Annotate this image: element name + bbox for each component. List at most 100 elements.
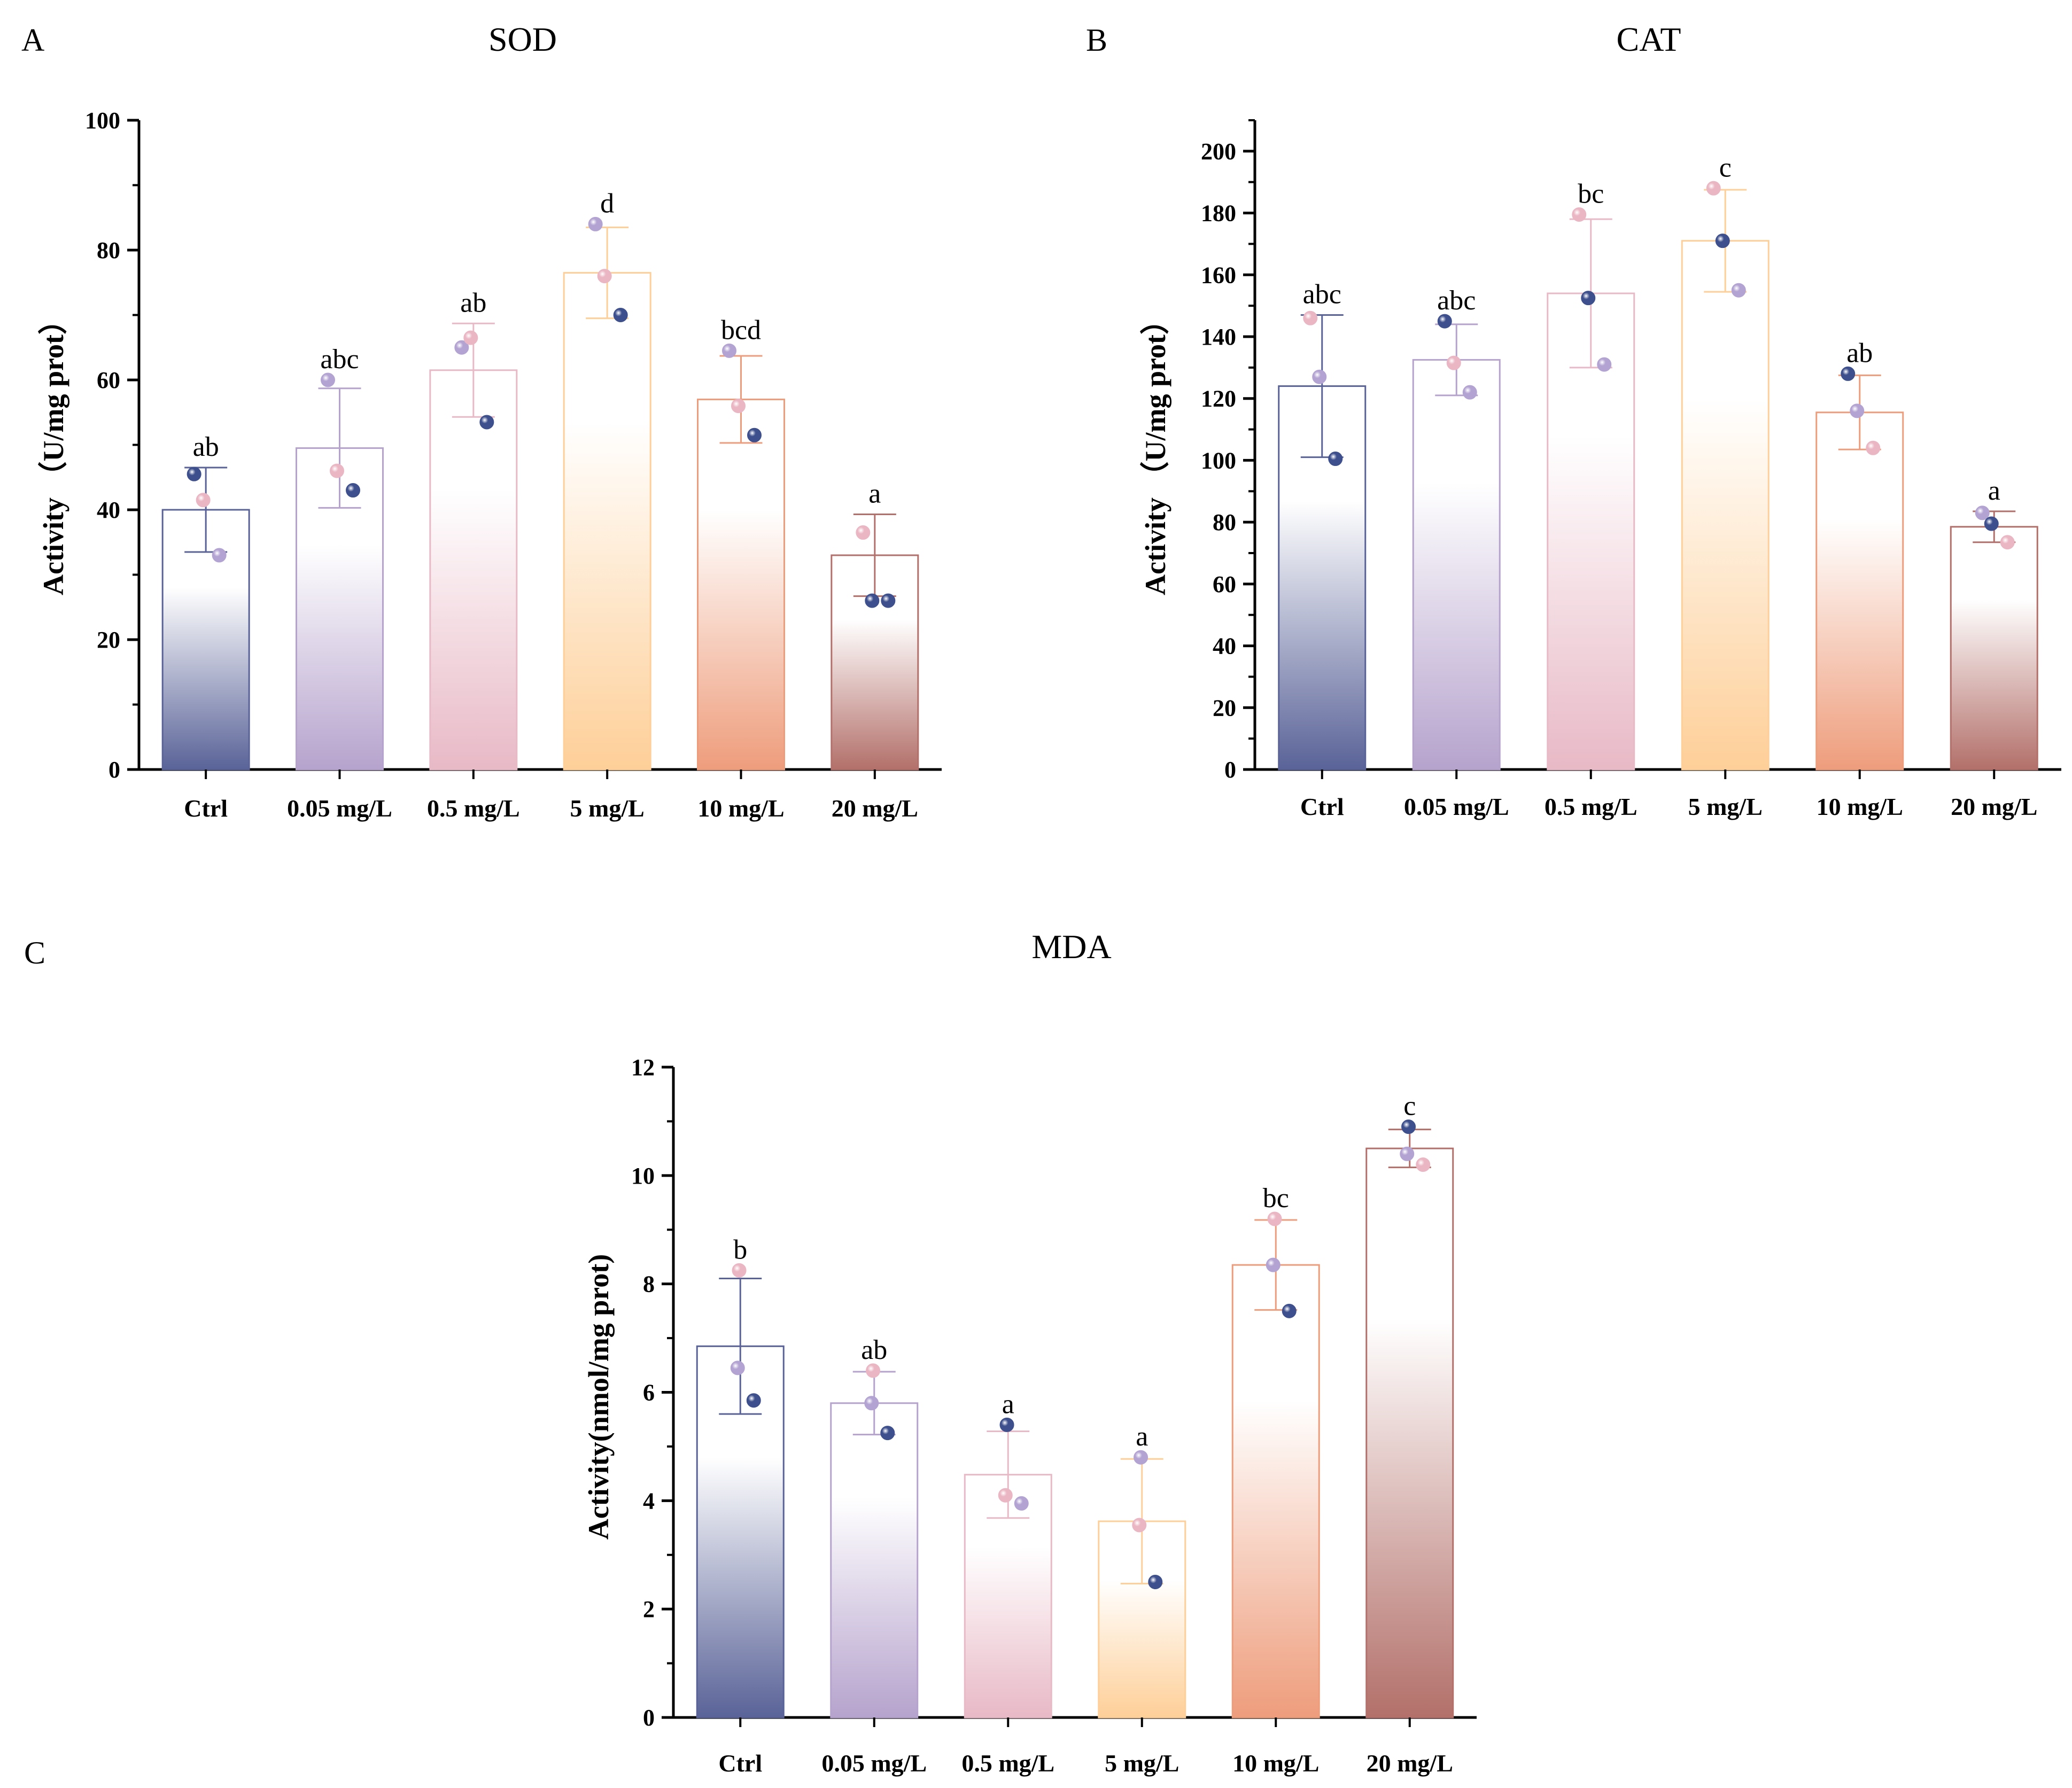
- sod-x-category-label-4: 10 mg/L: [697, 795, 784, 822]
- cat-data-point: [2000, 535, 2015, 550]
- mda-data-point: [880, 1426, 895, 1441]
- cat-chart-title: CAT: [1617, 20, 1681, 58]
- mda-data-point: [1282, 1303, 1297, 1318]
- cat-significance-label-4: ab: [1846, 338, 1873, 368]
- mda-bar-4: [1231, 1264, 1320, 1719]
- cat-x-category-label-0: Ctrl: [1300, 793, 1344, 820]
- mda-data-point: [730, 1361, 745, 1375]
- sod-data-point: [321, 372, 335, 387]
- sod-x-category-label-3: 5 mg/L: [570, 795, 645, 822]
- mda-data-point: [1134, 1450, 1148, 1465]
- cat-data-point: [1581, 291, 1596, 306]
- mda-x-category-label-0: Ctrl: [718, 1750, 762, 1777]
- mda-y-tick-label: 6: [643, 1380, 655, 1406]
- sod-significance-label-0: ab: [193, 432, 219, 462]
- mda-y-tick-label: 2: [643, 1596, 655, 1622]
- cat-bar-1: [1412, 359, 1501, 771]
- mda-y-tick-label: 8: [643, 1271, 655, 1297]
- panel-letter-a: A: [21, 22, 44, 58]
- sod-data-point: [454, 340, 469, 355]
- mda-y-tick-label: 12: [631, 1054, 655, 1080]
- mda-chart-panel: C MDA Activity(nmol/mg prot) 0 2 4 6 8 10 12 b C…: [24, 928, 1477, 1777]
- sod-x-category-label-1: 0.05 mg/L: [287, 795, 392, 822]
- mda-data-point: [866, 1363, 881, 1378]
- mda-significance-label-0: b: [733, 1234, 747, 1265]
- sod-y-tick-label: 60: [97, 367, 120, 393]
- mda-significance-label-1: ab: [861, 1335, 887, 1365]
- mda-chart-title: MDA: [1031, 928, 1111, 966]
- cat-y-tick-label: 40: [1213, 633, 1236, 659]
- cat-data-point: [1572, 207, 1587, 222]
- sod-data-point: [346, 483, 360, 498]
- cat-data-point: [1731, 283, 1746, 298]
- mda-x-category-label-4: 10 mg/L: [1232, 1750, 1319, 1777]
- sod-y-tick-label: 100: [85, 107, 120, 134]
- cat-data-point: [1328, 452, 1343, 467]
- sod-data-point: [196, 493, 211, 508]
- cat-significance-label-3: c: [1719, 152, 1732, 183]
- cat-data-point: [1841, 366, 1856, 381]
- cat-data-point: [1984, 516, 1999, 531]
- mda-data-point: [1266, 1257, 1281, 1272]
- mda-significance-label-3: a: [1136, 1421, 1148, 1452]
- sod-y-tick-label: 0: [108, 757, 120, 783]
- sod-y-tick-label: 40: [97, 497, 120, 523]
- cat-significance-label-1: abc: [1437, 285, 1476, 316]
- mda-x-category-label-3: 5 mg/L: [1105, 1750, 1179, 1777]
- mda-significance-label-4: bc: [1263, 1183, 1289, 1214]
- sod-x-category-label-2: 0.5 mg/L: [427, 795, 520, 822]
- cat-chart-panel: B CAT Activity （U/mg prot） 0 20 40 60 80 100 1…: [1086, 20, 2061, 820]
- sod-data-point: [597, 269, 612, 284]
- cat-y-tick-label: 140: [1201, 324, 1236, 350]
- mda-data-point: [1416, 1157, 1431, 1172]
- sod-data-point: [588, 216, 603, 231]
- cat-x-category-label-3: 5 mg/L: [1688, 793, 1763, 820]
- cat-y-tick-label: 100: [1201, 447, 1236, 473]
- sod-significance-label-4: bcd: [721, 315, 761, 345]
- mda-y-tick-label: 10: [631, 1163, 655, 1189]
- cat-y-tick-label: 60: [1213, 571, 1236, 597]
- cat-y-tick-label: 120: [1201, 386, 1236, 412]
- mda-significance-label-5: c: [1403, 1091, 1416, 1122]
- cat-data-point: [1303, 310, 1318, 325]
- cat-data-point: [1706, 181, 1721, 196]
- mda-data-point: [864, 1396, 879, 1411]
- sod-chart-title: SOD: [488, 20, 557, 58]
- cat-significance-label-2: bc: [1578, 178, 1604, 209]
- cat-data-point: [1866, 440, 1881, 455]
- cat-data-point: [1975, 506, 1990, 520]
- mda-bar-1: [830, 1402, 919, 1719]
- sod-bar-2: [429, 369, 518, 771]
- mda-data-point: [746, 1393, 761, 1408]
- cat-data-point: [1850, 403, 1865, 418]
- mda-data-point: [1267, 1211, 1282, 1226]
- sod-chart-panel: A SOD Activity （U/mg prot） 0 20 40 60 80 100 a…: [21, 20, 942, 822]
- cat-significance-label-0: abc: [1303, 279, 1341, 310]
- sod-bar-0: [161, 509, 250, 771]
- mda-data-point: [998, 1488, 1013, 1503]
- sod-data-point: [722, 343, 736, 358]
- sod-data-point: [881, 593, 896, 608]
- cat-bar-4: [1815, 411, 1904, 771]
- sod-data-point: [865, 593, 880, 608]
- cat-data-point: [1312, 369, 1327, 384]
- mda-data-point: [999, 1417, 1014, 1432]
- cat-y-tick-label: 200: [1201, 138, 1236, 165]
- cat-data-point: [1597, 357, 1612, 372]
- cat-x-category-label-2: 0.5 mg/L: [1545, 793, 1638, 820]
- mda-x-category-label-1: 0.05 mg/L: [821, 1750, 927, 1777]
- cat-y-tick-label: 80: [1213, 509, 1236, 535]
- sod-y-tick-label: 80: [97, 237, 120, 263]
- mda-significance-label-2: a: [1002, 1389, 1014, 1419]
- panel-letter-c: C: [24, 935, 45, 970]
- mda-y-tick-label: 4: [643, 1488, 655, 1514]
- cat-x-category-label-1: 0.05 mg/L: [1404, 793, 1509, 820]
- sod-significance-label-2: ab: [460, 287, 486, 318]
- sod-significance-label-5: a: [868, 479, 881, 509]
- cat-data-point: [1462, 385, 1477, 400]
- cat-bar-2: [1547, 292, 1635, 771]
- mda-y-axis-title: Activity(nmol/mg prot): [583, 1254, 615, 1540]
- mda-data-point: [1148, 1574, 1163, 1589]
- sod-data-point: [747, 427, 762, 442]
